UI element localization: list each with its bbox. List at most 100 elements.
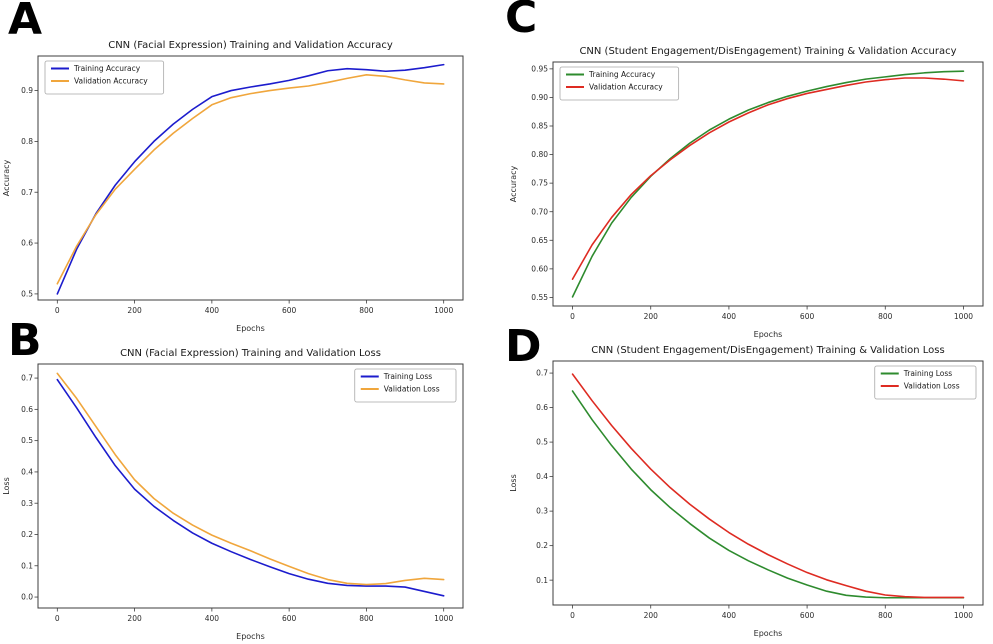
x-axis-label: Epochs bbox=[754, 330, 783, 339]
y-axis-label: Loss bbox=[2, 477, 11, 495]
series-line-validation-accuracy bbox=[56, 74, 445, 285]
y-tick-label: 0.75 bbox=[531, 179, 548, 188]
y-tick-label: 0.2 bbox=[536, 541, 548, 550]
y-tick-label: 0.8 bbox=[21, 137, 33, 146]
x-tick-label: 1000 bbox=[954, 611, 973, 620]
x-tick-label: 400 bbox=[722, 312, 737, 321]
series-line-training-loss bbox=[56, 378, 445, 597]
legend-label: Training Accuracy bbox=[588, 70, 656, 79]
y-tick-label: 0.55 bbox=[531, 293, 548, 302]
y-tick-label: 0.7 bbox=[21, 374, 33, 383]
y-tick-label: 0.9 bbox=[21, 86, 33, 95]
chart-title: CNN (Facial Expression) Training and Val… bbox=[108, 40, 393, 51]
legend-label: Validation Accuracy bbox=[589, 83, 663, 92]
x-axis-label: Epochs bbox=[236, 632, 265, 641]
x-tick-label: 800 bbox=[878, 312, 893, 321]
legend-label: Validation Loss bbox=[904, 382, 960, 391]
x-tick-label: 200 bbox=[127, 614, 142, 623]
y-tick-label: 0.4 bbox=[21, 468, 33, 477]
y-tick-label: 0.60 bbox=[531, 264, 548, 273]
x-tick-label: 1000 bbox=[434, 614, 453, 623]
chart-title: CNN (Student Engagement/DisEngagement) T… bbox=[579, 46, 956, 57]
x-tick-label: 400 bbox=[722, 611, 737, 620]
series-line-training-accuracy bbox=[571, 70, 965, 298]
legend-box bbox=[874, 365, 977, 400]
x-tick-label: 0 bbox=[570, 312, 575, 321]
plot-area bbox=[552, 360, 984, 606]
legend-box bbox=[354, 368, 457, 403]
x-tick-label: 1000 bbox=[434, 306, 453, 315]
chart-engagement-loss: CNN (Student Engagement/DisEngagement) T… bbox=[509, 345, 984, 638]
y-axis-label: Accuracy bbox=[2, 159, 11, 196]
panel-letter-b: B bbox=[8, 315, 42, 366]
series-line-training-accuracy bbox=[56, 63, 445, 295]
legend-box bbox=[44, 60, 165, 95]
legend: Training Accuracy Validation Accuracy bbox=[44, 60, 165, 95]
x-tick-label: 0 bbox=[55, 306, 60, 315]
y-axis-label: Accuracy bbox=[509, 165, 518, 202]
plot-area bbox=[37, 363, 464, 609]
y-tick-label: 0.95 bbox=[531, 64, 548, 73]
y-tick-label: 0.65 bbox=[531, 236, 548, 245]
y-axis-label: Loss bbox=[509, 474, 518, 492]
y-tick-label: 0.4 bbox=[536, 472, 548, 481]
panel-b: B CNN (Facial Expression) Training and V… bbox=[0, 315, 497, 641]
panel-letter-c: C bbox=[505, 0, 538, 43]
plot-area bbox=[37, 55, 464, 301]
y-tick-label: 0.5 bbox=[536, 438, 548, 447]
series-line-training-loss bbox=[571, 390, 965, 599]
x-tick-label: 400 bbox=[205, 614, 220, 623]
legend-label: Training Loss bbox=[903, 369, 953, 378]
x-tick-label: 200 bbox=[644, 611, 659, 620]
x-tick-label: 200 bbox=[127, 306, 142, 315]
x-tick-label: 600 bbox=[800, 611, 815, 620]
y-tick-label: 0.6 bbox=[21, 405, 33, 414]
y-tick-label: 0.3 bbox=[536, 507, 548, 516]
chart-title: CNN (Student Engagement/DisEngagement) T… bbox=[591, 345, 944, 356]
y-tick-label: 0.85 bbox=[531, 122, 548, 131]
y-tick-label: 0.6 bbox=[536, 403, 548, 412]
x-tick-label: 400 bbox=[205, 306, 220, 315]
y-tick-label: 0.7 bbox=[21, 188, 33, 197]
x-tick-label: 800 bbox=[359, 614, 374, 623]
series-line-validation-loss bbox=[571, 373, 965, 599]
legend-label: Training Loss bbox=[383, 372, 433, 381]
legend: Training Accuracy Validation Accuracy bbox=[559, 66, 680, 101]
x-tick-label: 600 bbox=[282, 614, 297, 623]
y-tick-label: 0.3 bbox=[21, 499, 33, 508]
y-tick-label: 0.1 bbox=[536, 576, 548, 585]
x-tick-label: 600 bbox=[800, 312, 815, 321]
chart-engagement-accuracy: CNN (Student Engagement/DisEngagement) T… bbox=[509, 46, 984, 339]
panel-d: D CNN (Student Engagement/DisEngagement)… bbox=[497, 317, 993, 638]
x-tick-label: 600 bbox=[282, 306, 297, 315]
chart-facial-loss: CNN (Facial Expression) Training and Val… bbox=[2, 348, 464, 641]
x-axis-label: Epochs bbox=[236, 324, 265, 333]
y-tick-label: 0.1 bbox=[21, 561, 33, 570]
y-tick-label: 0.70 bbox=[531, 207, 548, 216]
y-tick-label: 0.2 bbox=[21, 530, 33, 539]
x-tick-label: 800 bbox=[359, 306, 374, 315]
y-tick-label: 0.6 bbox=[21, 239, 33, 248]
series-line-validation-accuracy bbox=[571, 77, 965, 280]
y-tick-label: 0.5 bbox=[21, 436, 33, 445]
y-tick-label: 0.0 bbox=[21, 593, 33, 602]
x-tick-label: 0 bbox=[570, 611, 575, 620]
series-line-validation-loss bbox=[56, 372, 445, 586]
panel-a: A CNN (Facial Expression) Training and V… bbox=[0, 0, 497, 333]
x-tick-label: 200 bbox=[644, 312, 659, 321]
y-tick-label: 0.7 bbox=[536, 369, 548, 378]
chart-title: CNN (Facial Expression) Training and Val… bbox=[120, 348, 381, 359]
y-tick-label: 0.5 bbox=[21, 290, 33, 299]
panel-letter-d: D bbox=[505, 321, 542, 372]
x-tick-label: 800 bbox=[878, 611, 893, 620]
x-tick-label: 0 bbox=[55, 614, 60, 623]
legend-box bbox=[559, 66, 680, 101]
panel-letter-a: A bbox=[8, 0, 43, 45]
legend: Training Loss Validation Loss bbox=[874, 365, 977, 400]
y-tick-label: 0.80 bbox=[531, 150, 548, 159]
legend-label: Validation Loss bbox=[384, 385, 440, 394]
legend: Training Loss Validation Loss bbox=[354, 368, 457, 403]
chart-facial-accuracy: CNN (Facial Expression) Training and Val… bbox=[2, 40, 464, 333]
x-tick-label: 1000 bbox=[954, 312, 973, 321]
